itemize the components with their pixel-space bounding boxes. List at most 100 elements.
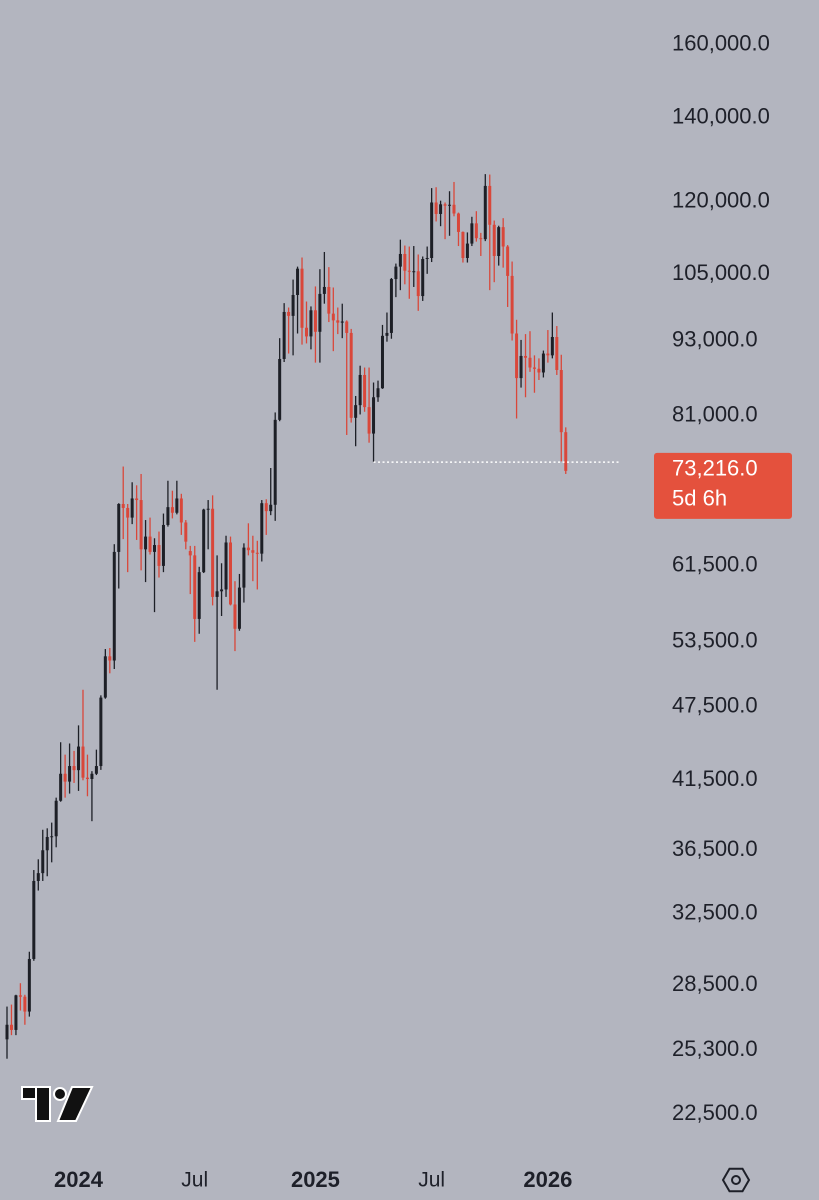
y-tick-label: 32,500.0	[672, 899, 758, 924]
candle-body	[27, 958, 31, 1012]
candle-body	[148, 536, 152, 552]
candle-body	[175, 498, 179, 513]
x-tick-label: Jul	[181, 1169, 208, 1192]
y-tick-label: 22,500.0	[672, 1100, 758, 1125]
candle-body	[546, 353, 550, 356]
candle-body	[103, 656, 107, 698]
logo-stem	[35, 1086, 51, 1122]
candle-body	[5, 1024, 9, 1040]
candle-body	[193, 555, 197, 619]
candle-body	[336, 320, 340, 323]
candle-body	[68, 766, 72, 782]
candle-body	[564, 432, 568, 471]
candle-body	[519, 355, 523, 379]
candle-body	[389, 279, 393, 333]
candle-body	[32, 880, 36, 959]
candle-body	[184, 522, 188, 542]
candle-body	[179, 498, 183, 523]
candle-body	[224, 542, 228, 590]
candle-body	[264, 503, 268, 512]
y-tick-label: 160,000.0	[672, 31, 770, 56]
candle-body	[443, 204, 447, 206]
candle-body	[555, 336, 559, 371]
candle-body	[394, 266, 398, 280]
candle-body	[18, 995, 22, 997]
candle-body	[407, 270, 411, 272]
candle-body	[220, 589, 224, 592]
candle-body	[273, 419, 277, 505]
candle-body	[126, 507, 130, 518]
candle-body	[85, 777, 89, 779]
candle-body	[465, 243, 469, 258]
y-tick-label: 53,500.0	[672, 628, 758, 653]
candle-body	[112, 551, 116, 661]
candle-body	[354, 405, 358, 418]
candle-body	[99, 697, 103, 767]
candle-body	[425, 257, 429, 260]
candle-body	[206, 508, 210, 510]
candle-body	[144, 536, 148, 550]
candle-body	[255, 552, 259, 554]
candle-body	[197, 572, 201, 619]
candle-body	[36, 873, 40, 881]
settings-hexagon[interactable]	[721, 1167, 751, 1193]
candle-body	[318, 293, 322, 332]
candle-body	[479, 238, 483, 240]
candle-body	[153, 545, 157, 552]
last-price-label: 73,216.0	[672, 456, 758, 481]
candle-body	[246, 547, 250, 551]
x-tick-label: 2024	[54, 1167, 104, 1192]
candle-body	[77, 746, 81, 771]
candle-body	[358, 374, 362, 406]
y-tick-label: 105,000.0	[672, 260, 770, 285]
y-tick-label: 120,000.0	[672, 187, 770, 212]
candle-body	[537, 368, 541, 373]
candle-body	[242, 547, 246, 588]
candle-body	[416, 271, 420, 297]
candle-body	[497, 227, 501, 256]
candle-body	[470, 223, 474, 244]
candle-body	[94, 766, 98, 774]
candle-body	[430, 202, 434, 258]
candle-body	[550, 336, 554, 356]
y-tick-label: 36,500.0	[672, 836, 758, 861]
candle-body	[202, 509, 206, 573]
settings-icon[interactable]	[721, 1167, 751, 1193]
candle-body	[528, 357, 532, 368]
candle-body	[510, 275, 514, 334]
candle-body	[188, 551, 192, 556]
candle-body	[23, 996, 27, 1012]
candle-body	[161, 524, 165, 566]
candle-body	[363, 374, 367, 408]
x-tick-label: 2026	[523, 1167, 572, 1192]
bar-countdown: 5d 6h	[672, 486, 727, 511]
candle-body	[506, 246, 510, 276]
x-tick-label: 2025	[291, 1167, 340, 1192]
candle-body	[456, 213, 460, 232]
y-tick-label: 47,500.0	[672, 693, 758, 718]
y-tick-label: 41,500.0	[672, 766, 758, 791]
candle-body	[322, 286, 326, 294]
candle-body	[237, 587, 241, 629]
candle-body	[313, 310, 317, 332]
candle-body	[251, 550, 255, 553]
candle-body	[296, 268, 300, 295]
candle-body	[278, 358, 282, 420]
candle-body	[211, 508, 215, 597]
candle-body	[14, 995, 18, 1030]
candle-body	[439, 204, 443, 214]
candle-body	[135, 498, 139, 501]
x-tick-label: Jul	[418, 1169, 445, 1192]
candle-body	[541, 353, 545, 373]
y-tick-label: 25,300.0	[672, 1036, 758, 1061]
candle-body	[117, 503, 121, 552]
candle-body	[385, 332, 389, 336]
settings-dot[interactable]	[731, 1175, 741, 1185]
candle-body	[376, 388, 380, 398]
candle-body	[412, 271, 416, 273]
candle-body	[559, 370, 563, 433]
y-tick-label: 93,000.0	[672, 326, 758, 351]
candle-body	[229, 542, 232, 605]
